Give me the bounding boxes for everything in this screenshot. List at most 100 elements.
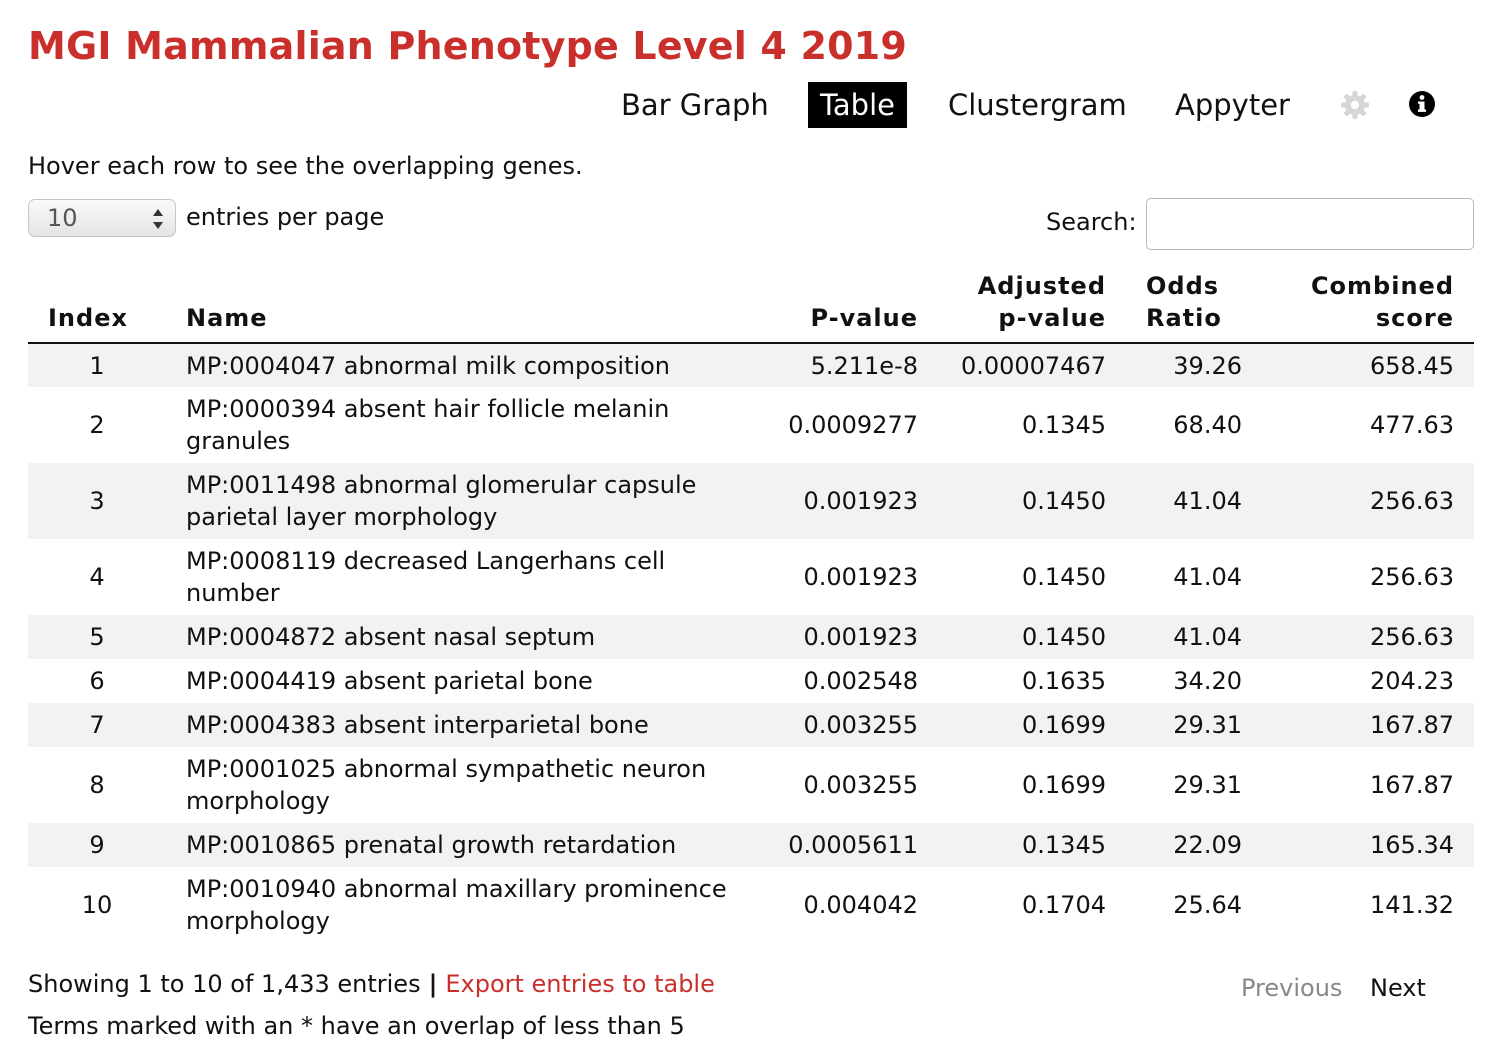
previous-page-button[interactable]: Previous <box>1241 974 1343 1002</box>
cell-pvalue: 0.0005611 <box>788 831 918 859</box>
cell-index: 4 <box>89 563 105 591</box>
table-row[interactable]: 5 MP:0004872 absent nasal septum 0.00192… <box>28 615 1474 659</box>
column-header-pvalue[interactable]: P-value <box>756 262 938 344</box>
view-tabs: Bar Graph Table Clustergram Appyter <box>0 82 1502 128</box>
cell-adjusted-pvalue: 0.1345 <box>1022 411 1106 439</box>
cell-adjusted-pvalue: 0.1699 <box>1022 711 1106 739</box>
cell-odds-ratio: 29.31 <box>1173 771 1242 799</box>
select-arrows-icon <box>153 209 163 229</box>
search-input[interactable] <box>1146 198 1474 250</box>
column-header-index[interactable]: Index <box>28 262 166 344</box>
cell-combined-score: 658.45 <box>1370 351 1454 380</box>
cell-adjusted-pvalue: 0.00007467 <box>960 351 1106 380</box>
page-size-value: 10 <box>47 204 78 232</box>
tab-appyter[interactable]: Appyter <box>1175 88 1290 122</box>
cell-name: MP:0004047 abnormal milk composition <box>186 351 671 380</box>
cell-index: 7 <box>89 711 105 739</box>
cell-combined-score: 165.34 <box>1370 831 1454 859</box>
table-row[interactable]: 1 MP:0004047 abnormal milk composition 5… <box>28 343 1474 387</box>
showing-entries-text: Showing 1 to 10 of 1,433 entries <box>28 970 421 998</box>
cell-odds-ratio: 25.64 <box>1173 891 1242 919</box>
cell-pvalue: 0.001923 <box>803 623 918 651</box>
page-title: MGI Mammalian Phenotype Level 4 2019 <box>28 24 908 68</box>
cell-odds-ratio: 29.31 <box>1173 711 1242 739</box>
cell-name: MP:0000394 absent hair follicle melanin … <box>186 395 670 455</box>
results-table: Index Name P-value Adjusted p-value Odds R… <box>28 262 1474 943</box>
cell-name: MP:0004872 absent nasal septum <box>186 623 596 651</box>
cell-odds-ratio: 34.20 <box>1173 667 1242 695</box>
cell-name: MP:0010865 prenatal growth retardation <box>186 831 677 859</box>
cell-pvalue: 0.004042 <box>803 891 918 919</box>
tab-bar-graph[interactable]: Bar Graph <box>621 88 769 122</box>
cell-adjusted-pvalue: 0.1699 <box>1022 771 1106 799</box>
table-row[interactable]: 9 MP:0010865 prenatal growth retardation… <box>28 823 1474 867</box>
cell-combined-score: 256.63 <box>1370 623 1454 651</box>
cell-odds-ratio: 41.04 <box>1173 487 1242 515</box>
table-row[interactable]: 2 MP:0000394 absent hair follicle melani… <box>28 387 1474 463</box>
cell-combined-score: 167.87 <box>1370 711 1454 739</box>
tab-table[interactable]: Table <box>808 82 907 128</box>
tab-clustergram[interactable]: Clustergram <box>948 88 1127 122</box>
column-header-adjusted-pvalue[interactable]: Adjusted p-value <box>938 262 1126 344</box>
cell-combined-score: 256.63 <box>1370 487 1454 515</box>
cell-adjusted-pvalue: 0.1450 <box>1022 487 1106 515</box>
cell-combined-score: 141.32 <box>1370 891 1454 919</box>
cell-name: MP:0010940 abnormal maxillary prominence… <box>186 875 727 935</box>
column-header-combined-score[interactable]: Combined score <box>1262 262 1474 344</box>
cell-index: 3 <box>89 487 105 515</box>
column-header-name[interactable]: Name <box>166 262 756 344</box>
footer-separator: | <box>428 970 438 998</box>
entries-per-page-label: entries per page <box>186 203 385 231</box>
info-icon[interactable] <box>1408 90 1436 118</box>
gear-icon[interactable] <box>1340 90 1370 120</box>
table-row[interactable]: 3 MP:0011498 abnormal glomerular capsule… <box>28 463 1474 539</box>
cell-index: 5 <box>89 623 105 651</box>
cell-pvalue: 0.001923 <box>803 563 918 591</box>
cell-odds-ratio: 39.26 <box>1173 351 1242 380</box>
cell-odds-ratio: 22.09 <box>1173 831 1242 859</box>
cell-adjusted-pvalue: 0.1635 <box>1022 667 1106 695</box>
cell-odds-ratio: 41.04 <box>1173 623 1242 651</box>
export-entries-link[interactable]: Export entries to table <box>445 970 715 998</box>
cell-pvalue: 0.002548 <box>803 667 918 695</box>
cell-adjusted-pvalue: 0.1345 <box>1022 831 1106 859</box>
cell-pvalue: 0.001923 <box>803 487 918 515</box>
cell-adjusted-pvalue: 0.1450 <box>1022 623 1106 651</box>
cell-pvalue: 0.003255 <box>803 771 918 799</box>
hover-hint: Hover each row to see the overlapping ge… <box>28 152 583 180</box>
cell-name: MP:0008119 decreased Langerhans cell num… <box>186 547 666 607</box>
cell-combined-score: 256.63 <box>1370 563 1454 591</box>
search-label: Search: <box>1046 208 1137 236</box>
cell-pvalue: 0.003255 <box>803 711 918 739</box>
table-row[interactable]: 4 MP:0008119 decreased Langerhans cell n… <box>28 539 1474 615</box>
table-header-row: Index Name P-value Adjusted p-value Odds R… <box>28 262 1474 344</box>
cell-index: 8 <box>89 771 105 799</box>
cell-combined-score: 167.87 <box>1370 771 1454 799</box>
table-row[interactable]: 10 MP:0010940 abnormal maxillary promine… <box>28 867 1474 943</box>
cell-odds-ratio: 68.40 <box>1173 411 1242 439</box>
cell-index: 10 <box>81 891 113 919</box>
cell-combined-score: 204.23 <box>1370 667 1454 695</box>
table-row[interactable]: 6 MP:0004419 absent parietal bone 0.0025… <box>28 659 1474 703</box>
page-size-select[interactable]: 10 <box>28 199 176 237</box>
cell-odds-ratio: 41.04 <box>1173 563 1242 591</box>
overlap-note: Terms marked with an * have an overlap o… <box>28 1012 685 1040</box>
cell-index: 2 <box>89 411 105 439</box>
cell-index: 9 <box>89 831 105 859</box>
next-page-button[interactable]: Next <box>1370 974 1426 1002</box>
cell-adjusted-pvalue: 0.1704 <box>1022 891 1106 919</box>
cell-index: 1 <box>89 351 105 380</box>
table-info: Showing 1 to 10 of 1,433 entries | Export … <box>28 970 715 998</box>
cell-name: MP:0004419 absent parietal bone <box>186 667 593 695</box>
cell-adjusted-pvalue: 0.1450 <box>1022 563 1106 591</box>
table-row[interactable]: 8 MP:0001025 abnormal sympathetic neuron… <box>28 747 1474 823</box>
column-header-odds-ratio[interactable]: Odds Ratio <box>1126 262 1262 344</box>
cell-pvalue: 0.0009277 <box>788 411 918 439</box>
cell-pvalue: 5.211e-8 <box>810 351 918 380</box>
cell-name: MP:0001025 abnormal sympathetic neuron m… <box>186 755 707 815</box>
cell-index: 6 <box>89 667 105 695</box>
cell-combined-score: 477.63 <box>1370 411 1454 439</box>
cell-name: MP:0004383 absent interparietal bone <box>186 711 649 739</box>
cell-name: MP:0011498 abnormal glomerular capsule p… <box>186 471 697 531</box>
table-row[interactable]: 7 MP:0004383 absent interparietal bone 0… <box>28 703 1474 747</box>
